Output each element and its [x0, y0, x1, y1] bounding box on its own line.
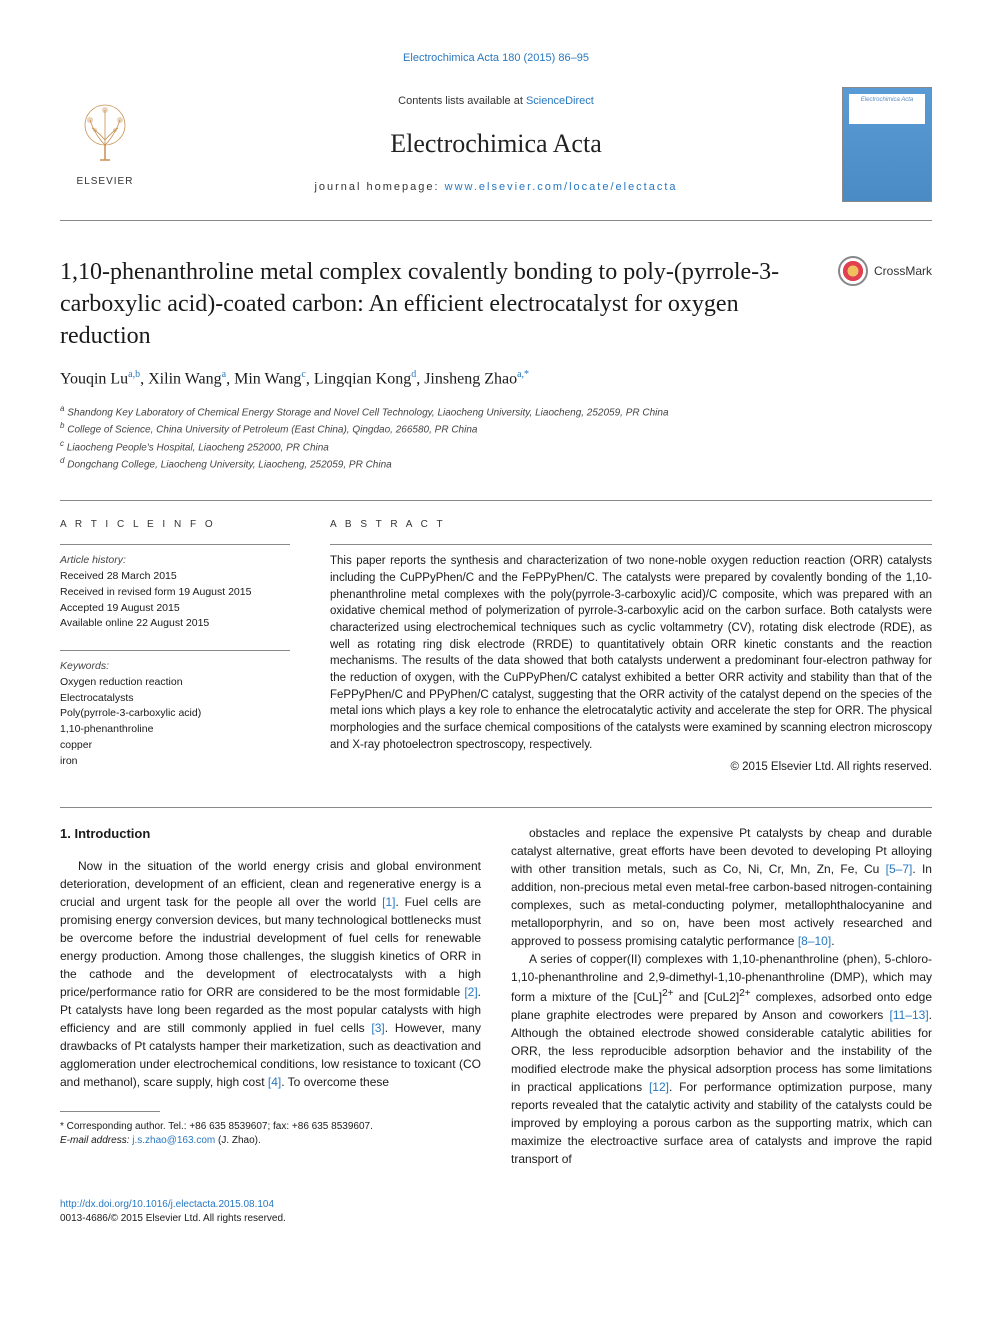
affiliation-line: d Dongchang College, Liaocheng Universit…	[60, 455, 932, 472]
publisher-name: ELSEVIER	[77, 174, 134, 189]
body-columns: 1. Introduction Now in the situation of …	[60, 824, 932, 1168]
history-accepted: Accepted 19 August 2015	[60, 601, 290, 617]
keywords-block: Keywords: Oxygen reduction reactionElect…	[60, 650, 290, 769]
top-citation: Electrochimica Acta 180 (2015) 86–95	[60, 50, 932, 67]
keyword-item: copper	[60, 738, 290, 754]
article-history: Article history: Received 28 March 2015 …	[60, 544, 290, 632]
abstract-text: This paper reports the synthesis and cha…	[330, 544, 932, 753]
keyword-item: Poly(pyrrole-3-carboxylic acid)	[60, 706, 290, 722]
crossmark-label: CrossMark	[874, 262, 932, 280]
history-online: Available online 22 August 2015	[60, 616, 290, 632]
keyword-item: Oxygen reduction reaction	[60, 675, 290, 691]
email-suffix: (J. Zhao).	[215, 1135, 261, 1146]
keyword-item: 1,10-phenanthroline	[60, 722, 290, 738]
elsevier-tree-icon	[70, 100, 140, 170]
sciencedirect-link[interactable]: ScienceDirect	[526, 95, 594, 107]
keyword-item: Electrocatalysts	[60, 691, 290, 707]
homepage-line: journal homepage: www.elsevier.com/locat…	[150, 179, 842, 196]
copyright: © 2015 Elsevier Ltd. All rights reserved…	[330, 759, 932, 776]
keyword-item: iron	[60, 754, 290, 770]
email-label: E-mail address:	[60, 1135, 132, 1146]
abstract-head: A B S T R A C T	[330, 517, 932, 532]
intro-paragraph-3: A series of copper(II) complexes with 1,…	[511, 950, 932, 1168]
homepage-label: journal homepage:	[314, 181, 444, 193]
article-title: 1,10-phenanthroline metal complex covale…	[60, 256, 818, 353]
footnote-divider	[60, 1111, 160, 1112]
history-revised: Received in revised form 19 August 2015	[60, 585, 290, 601]
crossmark-icon	[838, 256, 868, 286]
intro-paragraph-2: obstacles and replace the expensive Pt c…	[511, 824, 932, 950]
abstract-column: A B S T R A C T This paper reports the s…	[330, 517, 932, 776]
keywords-label: Keywords:	[60, 659, 290, 675]
journal-name: Electrochimica Acta	[150, 124, 842, 163]
authors: Youqin Lua,b, Xilin Wanga, Min Wangc, Li…	[60, 367, 932, 391]
contents-line: Contents lists available at ScienceDirec…	[150, 93, 842, 110]
article-info-column: A R T I C L E I N F O Article history: R…	[60, 517, 290, 776]
crossmark-badge[interactable]: CrossMark	[838, 256, 932, 286]
affiliation-line: a Shandong Key Laboratory of Chemical En…	[60, 403, 932, 420]
journal-cover: Electrochimica Acta	[842, 87, 932, 202]
corresponding-text: * Corresponding author. Tel.: +86 635 85…	[60, 1120, 481, 1134]
history-received: Received 28 March 2015	[60, 569, 290, 585]
journal-header: ELSEVIER Contents lists available at Sci…	[60, 79, 932, 221]
bottom-info: http://dx.doi.org/10.1016/j.electacta.20…	[60, 1198, 932, 1226]
intro-paragraph-1: Now in the situation of the world energy…	[60, 857, 481, 1091]
article-info-head: A R T I C L E I N F O	[60, 517, 290, 532]
history-label: Article history:	[60, 553, 290, 569]
email-link[interactable]: j.s.zhao@163.com	[132, 1135, 215, 1146]
issn-copyright: 0013-4686/© 2015 Elsevier Ltd. All right…	[60, 1213, 286, 1224]
affiliation-line: b College of Science, China University o…	[60, 420, 932, 437]
corresponding-author: * Corresponding author. Tel.: +86 635 85…	[60, 1120, 481, 1148]
affiliation-line: c Liaocheng People's Hospital, Liaocheng…	[60, 438, 932, 455]
elsevier-logo: ELSEVIER	[60, 94, 150, 194]
affiliations: a Shandong Key Laboratory of Chemical En…	[60, 403, 932, 472]
contents-text: Contents lists available at	[398, 95, 526, 107]
intro-heading: 1. Introduction	[60, 824, 481, 844]
cover-title: Electrochimica Acta	[849, 94, 925, 124]
doi-link[interactable]: http://dx.doi.org/10.1016/j.electacta.20…	[60, 1199, 274, 1210]
homepage-link[interactable]: www.elsevier.com/locate/electacta	[445, 181, 678, 193]
